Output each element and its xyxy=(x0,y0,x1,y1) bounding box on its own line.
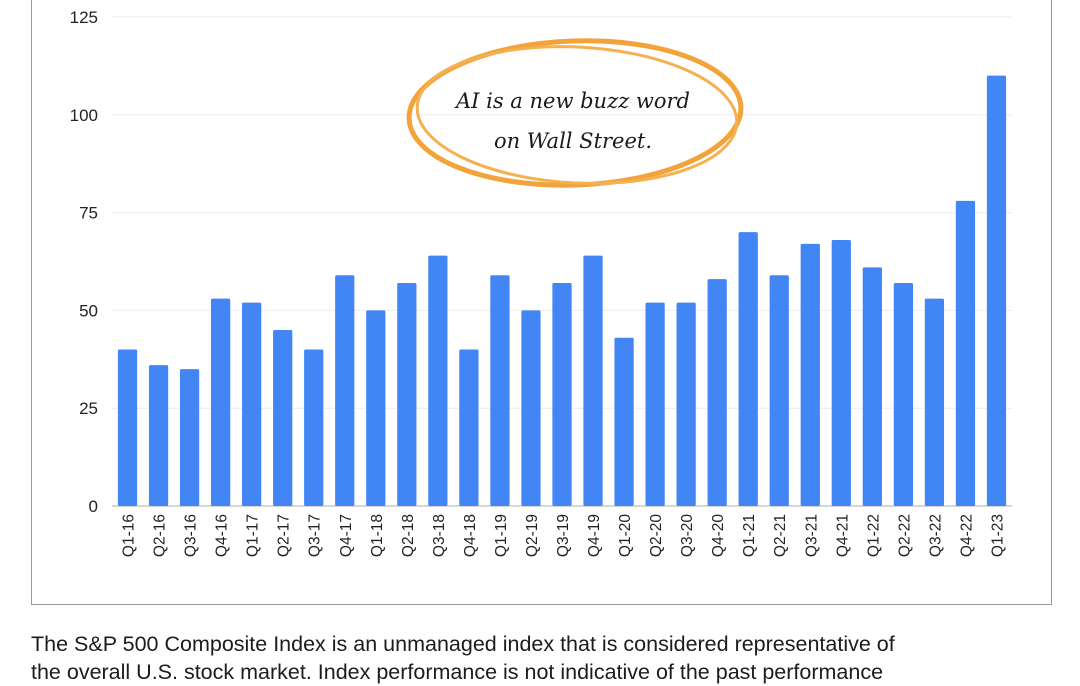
bar xyxy=(366,310,386,506)
x-tick-label: Q4-17 xyxy=(338,514,355,557)
x-tick-label: Q2-16 xyxy=(152,514,169,557)
y-tick-label: 100 xyxy=(70,106,98,125)
y-tick-label: 0 xyxy=(89,497,98,516)
bar xyxy=(707,279,727,506)
annotation-line-1: AI is a new buzz word xyxy=(454,89,690,113)
x-tick-label: Q1-18 xyxy=(369,514,386,557)
y-tick-label: 50 xyxy=(79,301,98,320)
y-tick-label: 125 xyxy=(70,8,98,27)
x-tick-label: Q1-19 xyxy=(493,514,510,557)
x-tick-label: Q2-22 xyxy=(896,514,913,557)
x-tick-label: Q4-16 xyxy=(214,514,231,557)
x-tick-label: Q1-20 xyxy=(617,514,634,557)
caption-line-1: The S&P 500 Composite Index is an unmana… xyxy=(31,632,895,656)
bars xyxy=(117,75,1007,507)
bar xyxy=(459,349,479,506)
x-tick-label: Q3-18 xyxy=(431,514,448,557)
x-tick-label: Q3-16 xyxy=(183,514,200,557)
y-tick-label: 25 xyxy=(79,399,98,418)
bar xyxy=(397,283,417,506)
bar xyxy=(831,239,851,506)
bar xyxy=(738,232,758,506)
bar xyxy=(986,75,1007,507)
bar xyxy=(273,329,293,506)
bar xyxy=(117,349,138,506)
bar xyxy=(769,275,789,506)
x-tick-label: Q4-20 xyxy=(710,514,727,557)
bar xyxy=(676,302,696,506)
x-tick-label: Q4-18 xyxy=(462,514,479,557)
annotation-circle-inner xyxy=(415,45,739,185)
bar xyxy=(304,349,324,506)
bar xyxy=(645,302,665,506)
x-tick-label: Q2-19 xyxy=(524,514,541,557)
bar xyxy=(211,298,231,506)
bar xyxy=(893,283,913,506)
bar xyxy=(924,298,945,506)
x-tick-label: Q4-19 xyxy=(586,514,603,557)
bar xyxy=(148,365,169,506)
x-tick-label: Q1-21 xyxy=(741,514,758,557)
x-tick-label: Q1-22 xyxy=(865,514,882,557)
x-tick-label: Q1-17 xyxy=(245,514,262,557)
x-tick-label: Q3-17 xyxy=(307,514,324,557)
x-axis-ticks: Q1-16 Q2-16 Q3-16 Q4-16 Q1-17 Q2-17 Q3-17 Q4-17… xyxy=(121,514,1007,557)
annotation-line-2: on Wall Street. xyxy=(494,129,652,153)
bar xyxy=(552,283,572,506)
bar xyxy=(521,310,541,506)
x-tick-label: Q4-21 xyxy=(834,514,851,557)
bar xyxy=(583,255,603,506)
x-tick-label: Q3-20 xyxy=(679,514,696,557)
bar xyxy=(490,275,510,506)
bar xyxy=(955,200,976,506)
x-tick-label: Q2-21 xyxy=(772,514,789,557)
bar xyxy=(335,275,355,506)
x-tick-label: Q1-16 xyxy=(121,514,138,557)
x-tick-label: Q2-20 xyxy=(648,514,665,557)
y-tick-label: 75 xyxy=(79,204,98,223)
bar xyxy=(862,267,882,506)
y-axis-ticks: 0 25 50 75 100 125 xyxy=(70,8,98,516)
x-tick-label: Q4-22 xyxy=(958,514,975,557)
bar xyxy=(800,243,820,506)
x-tick-label: Q3-22 xyxy=(927,514,944,557)
annotation-circle-outer xyxy=(406,38,744,188)
x-tick-label: Q1-23 xyxy=(989,514,1006,557)
bar xyxy=(428,255,448,506)
caption-line-2: the overall U.S. stock market. Index per… xyxy=(31,660,884,684)
caption: The S&P 500 Composite Index is an unmana… xyxy=(31,630,1061,686)
bar xyxy=(179,369,200,506)
x-tick-label: Q2-18 xyxy=(400,514,417,557)
annotation: AI is a new buzz word on Wall Street. xyxy=(406,38,744,188)
x-tick-label: Q3-21 xyxy=(803,514,820,557)
x-tick-label: Q3-19 xyxy=(555,514,572,557)
bar xyxy=(614,337,634,506)
x-tick-label: Q2-17 xyxy=(276,514,293,557)
bar xyxy=(242,302,262,506)
